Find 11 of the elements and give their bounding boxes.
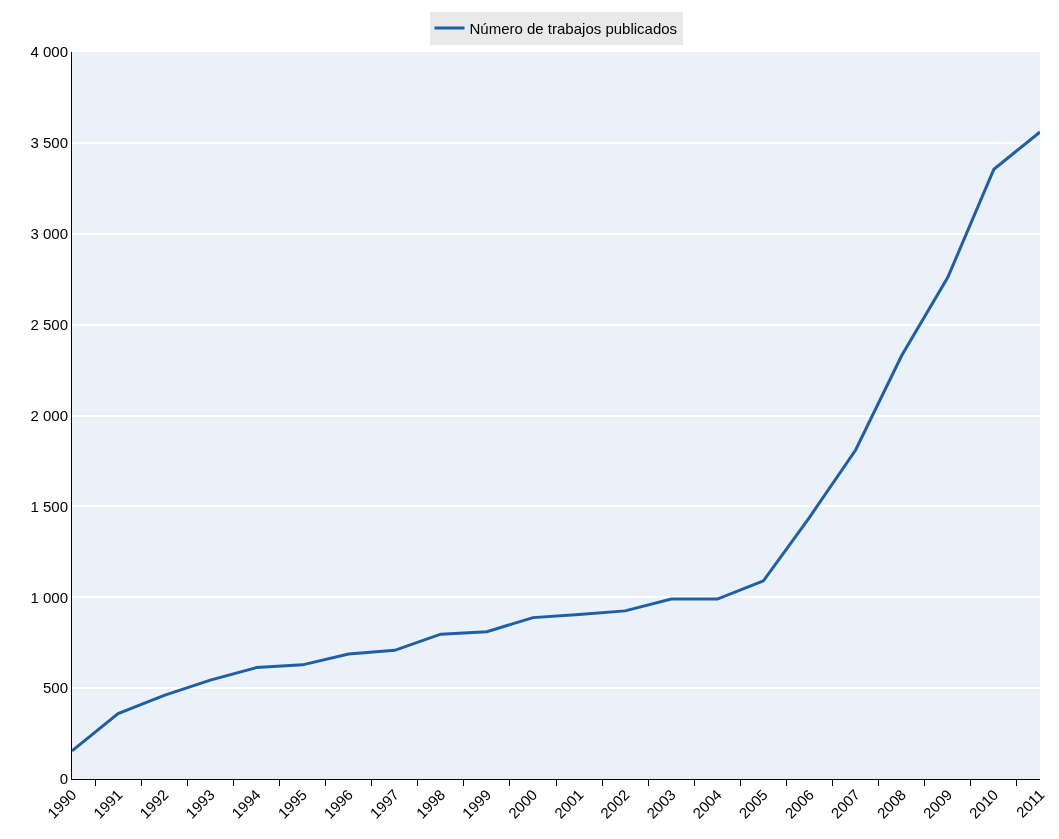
y-tick-label: 4 000 [30, 43, 68, 61]
y-tick-label: 2 500 [30, 315, 68, 333]
y-tick-label: 1 500 [30, 497, 68, 515]
legend-label: Número de trabajos publicados [469, 19, 678, 37]
line-series [72, 130, 1040, 753]
y-tick-label: 1 000 [30, 588, 68, 606]
y-tick-label: 3 500 [30, 134, 68, 152]
y-tick-label: 2 000 [30, 406, 68, 424]
y-tick-label: 500 [42, 679, 68, 697]
y-tick-label: 0 [59, 770, 68, 788]
y-tick-label: 3 000 [30, 225, 68, 242]
